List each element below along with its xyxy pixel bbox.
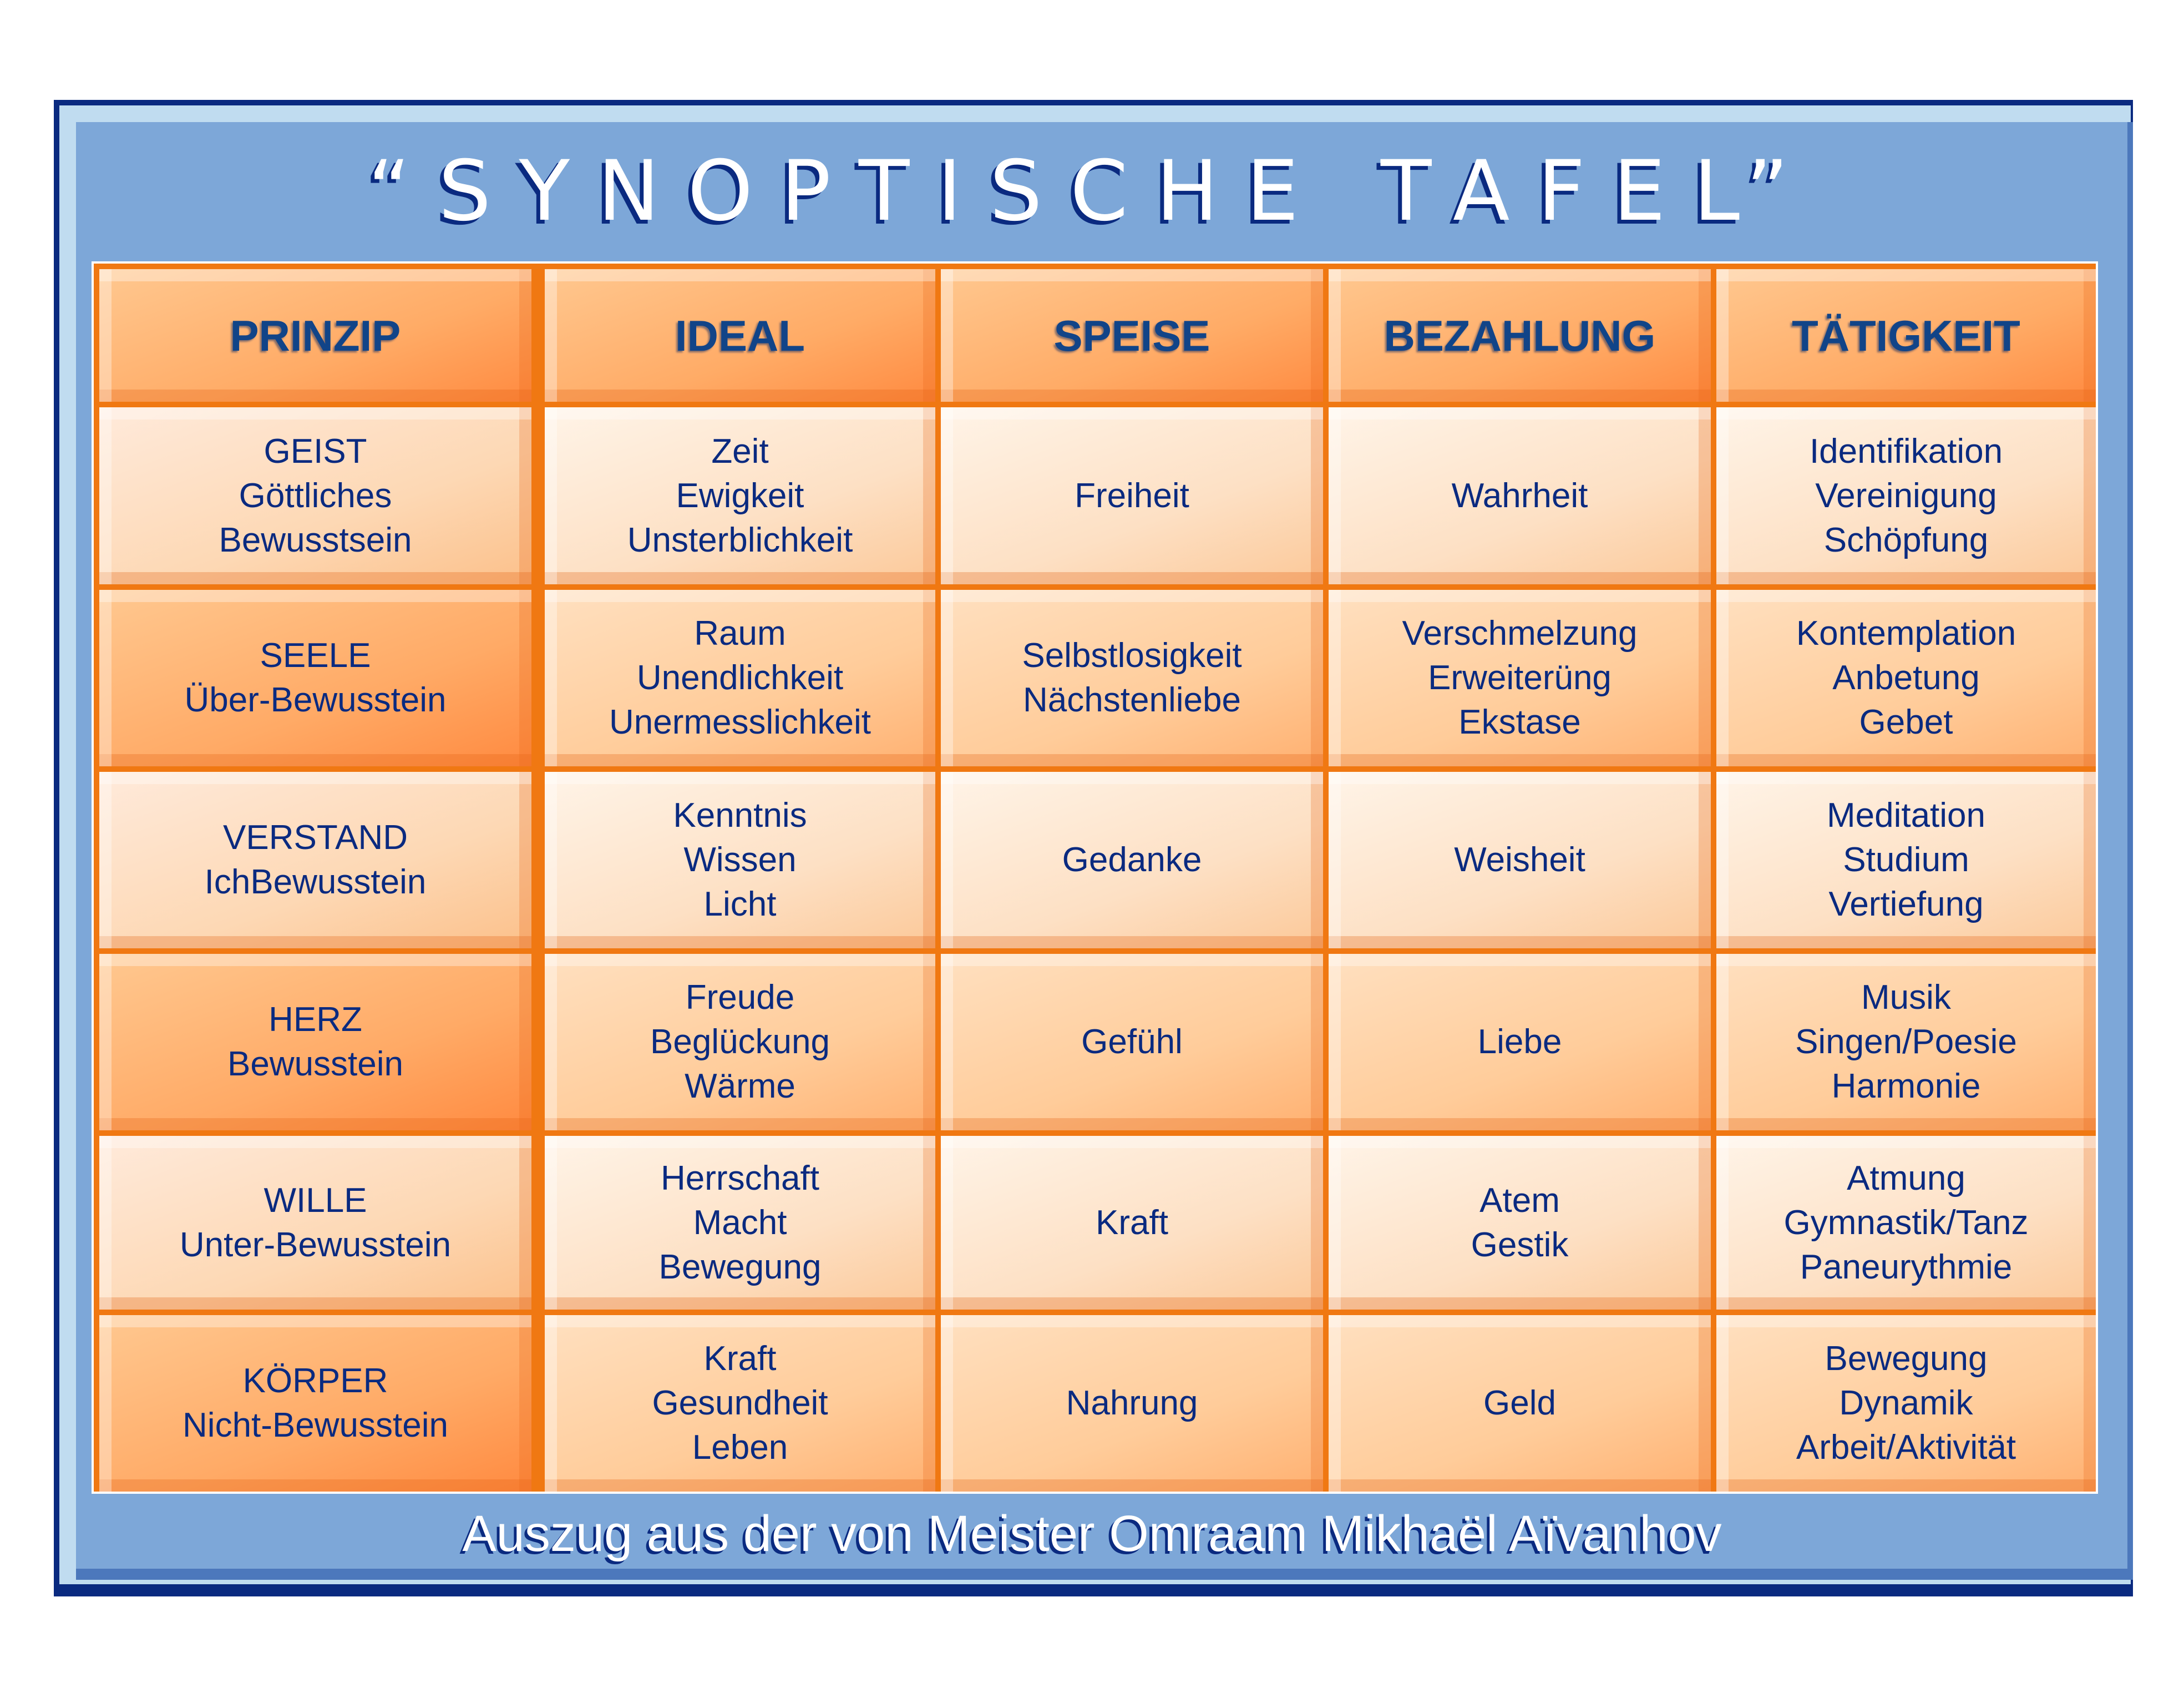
table-cell: Kraft Gesundheit Leben <box>545 1315 935 1492</box>
table-cell: Liebe <box>1329 954 1711 1130</box>
table-cell: Freiheit <box>941 407 1323 584</box>
table-cell: Atem Gestik <box>1329 1136 1711 1310</box>
column-header: PRINZIP <box>99 269 531 402</box>
table-cell: Kraft <box>941 1136 1323 1310</box>
table-cell: Gefühl <box>941 954 1323 1130</box>
table-cell: Musik Singen/Poesie Harmonie <box>1716 954 2096 1130</box>
footer-caption: Auszug aus der von Meister Omraam Mikhaë… <box>462 1505 1722 1562</box>
row-header-cell: KÖRPER Nicht-Bewusstein <box>99 1315 531 1492</box>
table-cell: Verschmelzung Erweiterüng Ekstase <box>1329 590 1711 766</box>
table-cell: Herrschaft Macht Bewegung <box>545 1136 935 1310</box>
page-title: “SYNOPTISCHE TAFEL” <box>367 143 1817 240</box>
table-cell: Bewegung Dynamik Arbeit/Aktivität <box>1716 1315 2096 1492</box>
table-cell: Wahrheit <box>1329 407 1711 584</box>
table-cell: Freude Beglückung Wärme <box>545 954 935 1130</box>
row-header-cell: SEELE Über-Bewusstein <box>99 590 531 766</box>
column-header: IDEAL <box>545 269 935 402</box>
table-cell: Meditation Studium Vertiefung <box>1716 772 2096 948</box>
row-header-cell: WILLE Unter-Bewusstein <box>99 1136 531 1310</box>
row-header-cell: GEIST Göttliches Bewusstsein <box>99 407 531 584</box>
table-cell: Kontemplation Anbetung Gebet <box>1716 590 2096 766</box>
table-cell: Kenntnis Wissen Licht <box>545 772 935 948</box>
table-cell: Weisheit <box>1329 772 1711 948</box>
table-cell: Nahrung <box>941 1315 1323 1492</box>
table-cell: Geld <box>1329 1315 1711 1492</box>
table-cell: Identifikation Vereinigung Schöpfung <box>1716 407 2096 584</box>
row-header-cell: VERSTAND IchBewusstein <box>99 772 531 948</box>
table-cell: Selbstlosigkeit Nächstenliebe <box>941 590 1323 766</box>
column-header: SPEISE <box>941 269 1323 402</box>
table-cell: Atmung Gymnastik/Tanz Paneurythmie <box>1716 1136 2096 1310</box>
row-header-cell: HERZ Bewusstein <box>99 954 531 1130</box>
synoptic-table: PRINZIP IDEAL SPEISE BEZAHLUNG TÄTIGKEIT GEIS… <box>92 261 2098 1494</box>
table-cell: Zeit Ewigkeit Unsterblichkeit <box>545 407 935 584</box>
table-cell: Raum Unendlichkeit Unermesslichkeit <box>545 590 935 766</box>
column-header: BEZAHLUNG <box>1329 269 1711 402</box>
table-cell: Gedanke <box>941 772 1323 948</box>
column-header: TÄTIGKEIT <box>1716 269 2096 402</box>
